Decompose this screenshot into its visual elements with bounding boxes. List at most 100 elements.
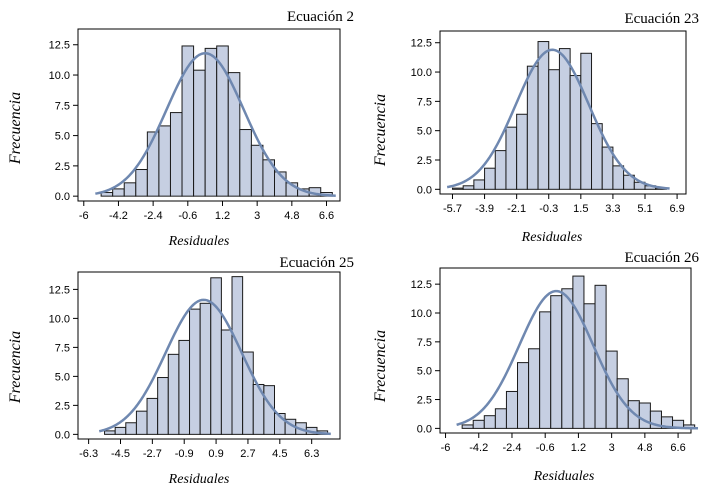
x-axis-label: Residuales [533, 469, 595, 484]
x-tick-label: -2.4 [144, 210, 163, 222]
histogram-bar [539, 311, 552, 429]
histogram-bar [157, 377, 169, 435]
y-axis-ticks: 0.0 2.5 5.0 7.5 10.0 12.5 [49, 40, 78, 203]
histogram-bar [114, 426, 127, 435]
x-tick-label: 6.6 [319, 210, 334, 222]
x-tick-label: 5.1 [637, 203, 652, 215]
y-tick-label: 2.5 [417, 155, 432, 167]
x-axis-ticks: -6 -4.2 -2.4 -0.6 1.2 3 4.8 6.6 [79, 201, 334, 222]
y-tick-label: 7.5 [417, 337, 432, 349]
x-tick-label: 0.9 [208, 448, 223, 460]
histogram-bar [594, 284, 607, 429]
histogram-bar [250, 144, 264, 197]
histogram-bar [580, 52, 593, 190]
y-tick-label: 0.0 [417, 184, 432, 196]
histogram-bar [561, 288, 574, 429]
x-tick-label: -0.6 [536, 442, 555, 454]
histogram-bars [98, 276, 331, 436]
histogram-panel-ecuacion-23: Ecuación 23 Frecuencia Residuales 0.0 2.5… [372, 11, 699, 245]
x-tick-label: 4.8 [637, 442, 652, 454]
histogram-bar [472, 419, 485, 429]
histogram-bar [558, 48, 571, 190]
histogram-bar [123, 182, 137, 197]
y-axis-ticks: 0.0 2.5 5.0 7.5 10.0 12.5 [411, 279, 440, 435]
histogram-bar [517, 362, 530, 429]
x-tick-label: 6.6 [670, 442, 685, 454]
histogram-panel-ecuacion-25: Ecuación 25 Frecuencia Residuales 0.0 2.5… [7, 255, 354, 487]
histogram-bar [189, 308, 201, 435]
y-axis-label: Frecuencia [372, 330, 389, 403]
histogram-bar [204, 47, 218, 197]
x-tick-label: 1.2 [571, 442, 586, 454]
x-tick-label: -6.3 [79, 448, 98, 460]
x-axis-ticks: -5.7 -3.9 -2.1 -0.3 1.5 3.3 5.1 6.9 [443, 194, 685, 215]
histogram-bar [473, 179, 486, 190]
panel-title: Ecuación 23 [624, 11, 699, 27]
y-tick-label: 10.0 [49, 70, 70, 82]
y-axis-ticks: 0.0 2.5 5.0 7.5 10.0 12.5 [411, 38, 440, 196]
histogram-bar [210, 277, 222, 435]
histogram-bar [550, 295, 563, 429]
x-tick-label: -4.5 [111, 448, 130, 460]
y-tick-label: 12.5 [411, 279, 432, 291]
x-tick-label: -6 [79, 210, 89, 222]
x-tick-label: -3.9 [475, 203, 494, 215]
normal-density-curve [446, 48, 670, 190]
histogram-bar [638, 402, 651, 429]
histogram-bar [528, 348, 541, 429]
y-tick-label: 0.0 [417, 423, 432, 435]
histogram-bar [484, 167, 496, 190]
histogram-bar [572, 275, 585, 429]
y-tick-label: 10.0 [49, 313, 70, 325]
x-tick-label: -2.1 [507, 203, 526, 215]
y-tick-label: 0.0 [55, 191, 70, 203]
normal-density-curve [95, 51, 336, 197]
normal-density-curve [456, 289, 699, 430]
y-tick-label: 2.5 [55, 400, 70, 412]
x-axis-label: Residuales [168, 472, 230, 487]
x-tick-label: -0.3 [539, 203, 558, 215]
histogram-bar [199, 302, 212, 435]
plot-frame [77, 271, 341, 440]
histogram-bar [569, 75, 582, 190]
x-axis-ticks: -6.3 -4.5 -2.7 -0.9 0.9 2.7 4.5 6.3 [79, 439, 319, 460]
y-axis-ticks: 0.0 2.5 5.0 7.5 10.0 12.5 [49, 284, 78, 441]
histogram-bar [125, 422, 137, 435]
y-tick-label: 2.5 [417, 395, 432, 407]
y-tick-label: 7.5 [55, 100, 70, 112]
y-tick-label: 5.0 [55, 131, 70, 143]
plot-frame [77, 28, 341, 202]
histogram-bar [239, 129, 252, 197]
histogram-bars [446, 41, 670, 190]
histogram-bar [516, 113, 528, 190]
y-tick-label: 10.0 [411, 67, 432, 79]
x-tick-label: 4.8 [284, 210, 299, 222]
plot-frame [439, 267, 692, 434]
x-tick-label: 2.7 [240, 448, 255, 460]
histogram-bar [231, 276, 244, 435]
histogram-bar [146, 131, 160, 197]
histogram-bar [612, 165, 625, 190]
x-tick-label: -0.6 [178, 210, 197, 222]
panel-title: Ecuación 26 [624, 250, 699, 266]
normal-density-curve [98, 298, 331, 436]
y-axis-label: Frecuencia [7, 331, 24, 404]
y-tick-label: 2.5 [55, 161, 70, 173]
y-tick-label: 5.0 [417, 126, 432, 138]
y-tick-label: 7.5 [417, 96, 432, 108]
y-axis-label: Frecuencia [372, 94, 389, 167]
y-tick-label: 0.0 [55, 429, 70, 441]
histogram-bar [167, 353, 180, 435]
x-tick-label: -4.2 [109, 210, 128, 222]
x-tick-label: -6 [441, 442, 451, 454]
y-tick-label: 12.5 [411, 38, 432, 50]
histogram-bar [451, 187, 464, 190]
histogram-bar [112, 188, 125, 197]
histogram-bar [548, 69, 560, 190]
y-tick-label: 12.5 [49, 40, 70, 52]
histogram-bar [494, 408, 507, 429]
x-tick-label: -2.7 [143, 448, 162, 460]
x-tick-label: -5.7 [443, 203, 462, 215]
histogram-bar [505, 390, 519, 429]
